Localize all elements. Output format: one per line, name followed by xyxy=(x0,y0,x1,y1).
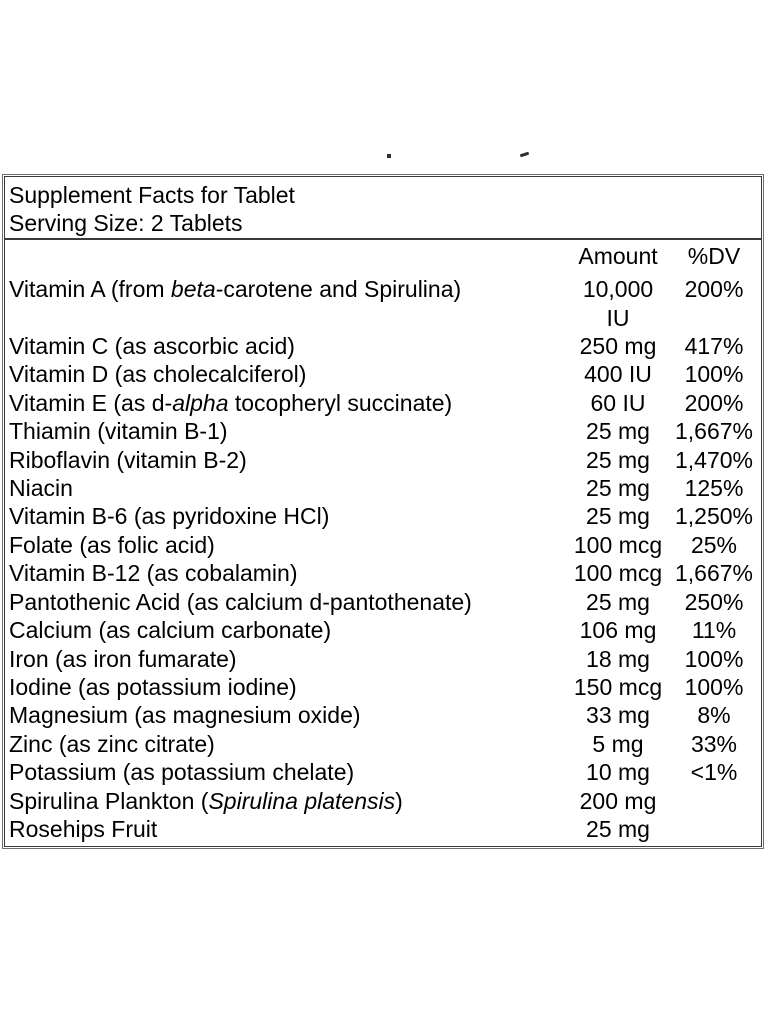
nutrient-amount: 25 mg xyxy=(586,475,650,502)
nutrient-dv: 25% xyxy=(690,531,738,558)
panel-header: Supplement Facts for Tablet Serving Size… xyxy=(5,177,761,240)
nutrient-amount: 18 mg xyxy=(586,645,650,672)
nutrient-amount: 25 mg xyxy=(586,503,650,530)
nutrient-list: Amount %DV Vitamin A (from beta-carotene… xyxy=(5,240,761,847)
nutrient-name: Magnesium (as magnesium oxide) xyxy=(9,702,361,729)
nutrient-dv: 250% xyxy=(684,588,744,615)
nutrient-dv: 1,250% xyxy=(674,503,753,530)
nutrient-amount: 25 mg xyxy=(586,446,650,473)
nutrient-name: Vitamin E (as d-alpha tocopheryl succina… xyxy=(9,389,453,416)
nutrient-name: Iron (as iron fumarate) xyxy=(9,645,237,672)
nutrient-name: Niacin xyxy=(9,475,73,502)
panel-title: Supplement Facts for Tablet xyxy=(9,182,295,208)
nutrient-amount: 60 IU xyxy=(590,389,646,416)
nutrient-amount: 5 mg xyxy=(592,730,644,757)
nutrient-amount: 100 mcg xyxy=(573,560,663,587)
nutrient-amount: 25 mg xyxy=(586,418,650,445)
nutrient-name: Pantothenic Acid (as calcium d-pantothen… xyxy=(9,588,472,615)
nutrient-name: Potassium (as potassium chelate) xyxy=(9,759,355,786)
nutrient-dv: <1% xyxy=(690,759,738,786)
supplement-facts-panel: Supplement Facts for Tablet Serving Size… xyxy=(2,174,764,850)
nutrient-name: Spirulina Plankton (Spirulina platensis) xyxy=(9,787,403,814)
nutrient-amount: 25 mg xyxy=(586,588,650,615)
cropped-text-artifact-tick xyxy=(519,151,530,158)
nutrient-dv: 200% xyxy=(684,389,744,416)
nutrient-dv: 1,470% xyxy=(674,446,753,473)
nutrient-name: Iodine (as potassium iodine) xyxy=(9,673,297,700)
nutrient-dv: 8% xyxy=(697,702,731,729)
nutrient-dv: 11% xyxy=(691,617,737,644)
nutrient-name: Calcium (as calcium carbonate) xyxy=(9,617,332,644)
nutrient-name: Folate (as folic acid) xyxy=(9,531,215,558)
nutrient-dv: 1,667% xyxy=(674,560,753,587)
nutrient-name: Thiamin (vitamin B-1) xyxy=(9,418,228,445)
nutrient-dv: 125% xyxy=(684,475,744,502)
nutrient-name: Vitamin B-6 (as pyridoxine HCl) xyxy=(9,503,330,530)
nutrient-amount: 33 mg xyxy=(586,702,650,729)
name-column-header xyxy=(5,242,569,275)
nutrient-dv: 417% xyxy=(684,333,744,360)
nutrient-amount: 25 mg xyxy=(586,815,650,842)
dv-column-header: %DV xyxy=(687,242,741,269)
nutrient-dv: 100% xyxy=(684,673,744,700)
nutrient-dv: 33% xyxy=(690,730,738,757)
supplement-facts-table: Supplement Facts for Tablet Serving Size… xyxy=(4,176,762,848)
nutrient-name: Zinc (as zinc citrate) xyxy=(9,730,215,757)
nutrient-name: Vitamin D (as cholecalciferol) xyxy=(9,361,307,388)
nutrient-name: Vitamin B-12 (as cobalamin) xyxy=(9,560,298,587)
nutrient-dv: 100% xyxy=(684,361,744,388)
nutrient-amount: 200 mg xyxy=(579,787,657,814)
nutrient-amount: 250 mg xyxy=(579,333,657,360)
amount-column-header: Amount xyxy=(578,242,658,269)
nutrient-name: Rosehips Fruit xyxy=(9,815,158,842)
nutrient-amount: 10,000 IU xyxy=(582,276,654,331)
nutrient-dv: 1,667% xyxy=(674,418,753,445)
nutrient-name: Riboflavin (vitamin B-2) xyxy=(9,446,247,473)
nutrient-amount: 10 mg xyxy=(586,759,650,786)
nutrient-amount: 150 mcg xyxy=(573,673,663,700)
cropped-text-artifact-dot xyxy=(387,154,391,158)
nutrient-amount: 400 IU xyxy=(584,361,652,388)
nutrient-dv xyxy=(667,787,761,815)
nutrient-dv xyxy=(667,815,761,843)
nutrient-dv: 100% xyxy=(684,645,744,672)
nutrient-amount: 106 mg xyxy=(579,617,657,644)
nutrient-name: Vitamin A (from beta-carotene and Spirul… xyxy=(9,276,462,303)
nutrient-dv: 200% xyxy=(684,276,744,303)
serving-size: Serving Size: 2 Tablets xyxy=(9,210,243,237)
nutrient-amount: 100 mcg xyxy=(573,531,663,558)
nutrient-name: Vitamin C (as ascorbic acid) xyxy=(9,333,295,360)
